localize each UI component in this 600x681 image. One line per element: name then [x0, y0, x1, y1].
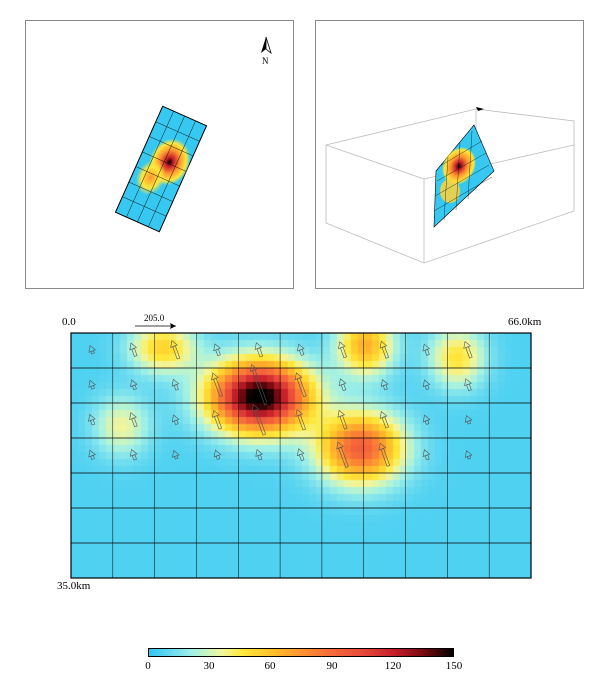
slip-vector-arrow-icon: [378, 442, 391, 467]
3d-view-panel: [315, 20, 584, 289]
fault-grid-overlay: ★: [70, 332, 532, 579]
3d-north-pointer-icon: [476, 107, 484, 111]
slip-vector-arrow-icon: [297, 343, 305, 356]
slip-vector-arrow-icon: [255, 449, 263, 461]
slip-vector-arrow-icon: [170, 340, 181, 360]
slip-vector-arrow-icon: [88, 344, 97, 355]
north-arrow-icon: [261, 36, 272, 55]
slip-vector-arrow-icon: [379, 340, 390, 359]
slip-vector-arrow-icon: [338, 341, 347, 359]
slip-vector-arrow-icon: [171, 414, 180, 426]
slip-vector-arrow-icon: [338, 378, 347, 392]
slip-vector-arrow-icon: [464, 414, 473, 425]
north-label: N: [262, 56, 269, 66]
slip-vector-arrow-icon: [336, 441, 349, 468]
colorbar-tick: 90: [326, 660, 338, 672]
colorbar-tick: 60: [264, 660, 276, 672]
slip-vector-arrow-icon: [380, 379, 389, 391]
slip-vector-arrow-icon: [379, 410, 389, 429]
colorbar-tick: 0: [145, 660, 151, 672]
slip-vector-arrow-icon: [422, 343, 431, 356]
slip-vector-arrow-icon: [295, 409, 306, 431]
slip-vector-arrow-icon: [129, 448, 138, 461]
slip-vector-arrow-icon: [337, 409, 348, 430]
y-axis-end-label: 35.0km: [57, 580, 91, 592]
x-axis-end-label: 66.0km: [508, 316, 542, 328]
slip-vector-arrow-icon: [464, 449, 473, 460]
slip-vector-arrow-icon: [213, 343, 221, 357]
colorbar-tick: 150: [445, 660, 463, 672]
slip-vector-arrow-icon: [254, 342, 264, 358]
x-axis-start-label: 0.0: [62, 316, 76, 328]
slip-vector-arrow-icon: [249, 363, 268, 406]
slip-heatmap: [71, 333, 531, 578]
plot-border: [70, 332, 532, 579]
slip-distribution-plot: ★: [70, 332, 532, 579]
colorbar: [148, 648, 454, 657]
slip-vector-arrow-icon: [296, 448, 305, 462]
hypocenter-star-icon: ★: [265, 399, 273, 409]
slip-vector-arrow-icon: [172, 449, 180, 460]
strike-indicator: 205.0: [135, 313, 176, 329]
map-view-panel: N: [25, 20, 294, 289]
slip-vector-arrow-icon: [422, 379, 431, 391]
map-fault-plane: [114, 105, 208, 233]
slip-vector-arrow-icon: [171, 378, 180, 391]
slip-vector-arrow-icon: [129, 412, 138, 428]
slip-vector-arrow-icon: [212, 409, 223, 430]
slip-vector-arrow-icon: [294, 372, 307, 398]
strike-value: 205.0: [144, 313, 165, 323]
slip-vector-arrow-icon: [463, 340, 473, 359]
slip-vector-arrow-icon: [251, 403, 267, 436]
strike-arrow-icon: [170, 323, 176, 329]
slip-vector-arrow-icon: [464, 378, 472, 392]
slip-vector-arrow-icon: [422, 414, 431, 425]
slip-vector-arrow-icon: [130, 379, 138, 391]
colorbar-tick: 120: [384, 660, 402, 672]
slip-vector-arrow-icon: [422, 449, 431, 461]
slip-vector-arrow-icon: [213, 449, 222, 460]
slip-vector-arrow-icon: [88, 379, 96, 390]
colorbar-tick: 30: [203, 660, 215, 672]
slip-vector-arrow-icon: [129, 342, 138, 357]
3d-fault-box: [325, 107, 575, 264]
slip-vector-arrow-icon: [211, 372, 223, 397]
slip-vector-arrow-icon: [88, 413, 96, 426]
slip-vector-arrow-icon: [88, 449, 96, 460]
